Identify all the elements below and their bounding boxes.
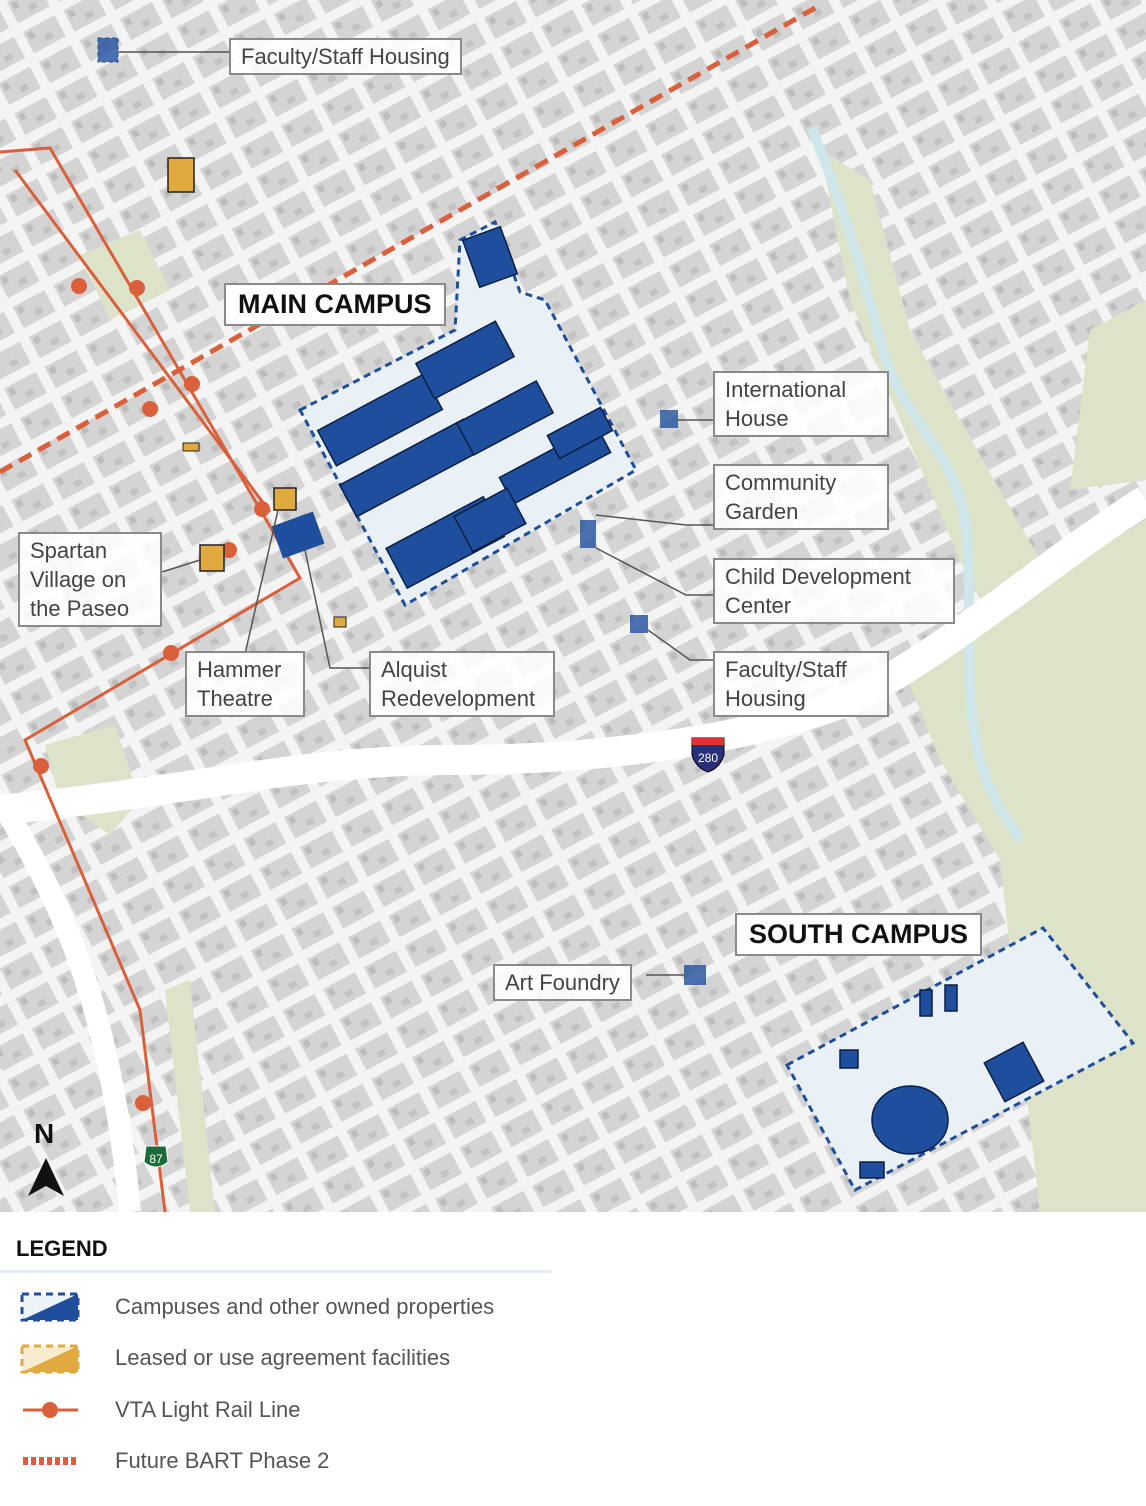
rail-station [163,645,179,661]
legend: LEGEND Campuses and other owned properti… [0,1212,1146,1506]
legend-item-owned: Campuses and other owned properties [115,1294,495,1319]
label-main-campus: MAIN CAMPUS [224,283,446,326]
legend-item-bart: Future BART Phase 2 [115,1448,330,1473]
interstate-280-shield: 280 [691,737,725,773]
hammer-theatre-building [271,511,325,559]
north-arrow-icon [28,1158,64,1196]
light-rail-line-symbol [23,1402,78,1418]
label-international-house: International House [713,371,889,437]
owned-property [580,520,596,548]
rail-station [142,401,158,417]
leased-property [167,157,195,193]
label-hammer-theatre: Hammer Theatre [185,651,305,717]
rail-station [33,758,49,774]
owned-swatch [20,1292,80,1322]
park-area [820,150,1040,640]
park-area [165,980,215,1212]
label-art-foundry: Art Foundry [493,964,632,1001]
owned-property [660,410,678,428]
label-faculty-staff-housing-east: Faculty/Staff Housing [713,651,889,717]
rail-station [254,501,270,517]
shield-87-text: 87 [149,1152,163,1166]
park-area [1070,300,1146,490]
owned-property [630,615,648,633]
label-south-campus: SOUTH CAMPUS [735,913,983,956]
light-rail-stations [33,278,270,1111]
legend-item-leased: Leased or use agreement facilities [115,1345,451,1370]
state-route-87-shield: 87 [143,1145,169,1168]
shield-280-text: 280 [698,751,718,765]
creek [807,126,1025,843]
rail-station [71,278,87,294]
legend-divider [0,1270,551,1273]
owned-property [684,965,706,985]
freeway-87 [0,794,141,1212]
legend-title: LEGEND [16,1236,108,1261]
label-faculty-staff-housing-north: Faculty/Staff Housing [229,38,462,75]
owned-property [97,37,119,63]
leased-property [333,616,347,628]
label-spartan-village: Spartan Village on the Paseo [18,532,162,627]
legend-item-light-rail: VTA Light Rail Line [115,1397,301,1422]
rail-station [135,1095,151,1111]
label-child-development-center: Child Development Center [713,558,955,624]
main-campus-buildings [316,225,614,590]
light-rail-line [0,146,303,1212]
label-community-garden: Community Garden [713,464,889,530]
rail-station [221,542,237,558]
main-campus-boundary [297,219,639,608]
north-label: N [34,1118,55,1149]
rail-station [129,280,145,296]
leased-swatch [20,1344,80,1374]
leased-property [182,442,200,452]
freeway-280 [0,487,1146,825]
map-canvas: 280 87 [0,0,1146,1212]
label-leader-lines [118,51,714,976]
legend-symbols [20,1292,80,1465]
bart-future-line [0,1,824,475]
leased-property [273,487,297,511]
leased-property [199,544,225,572]
label-alquist-redevelopment: Alquist Redevelopment [369,651,555,717]
rail-station [184,376,200,392]
south-campus-buildings [839,984,1045,1179]
light-rail-line [13,169,272,513]
